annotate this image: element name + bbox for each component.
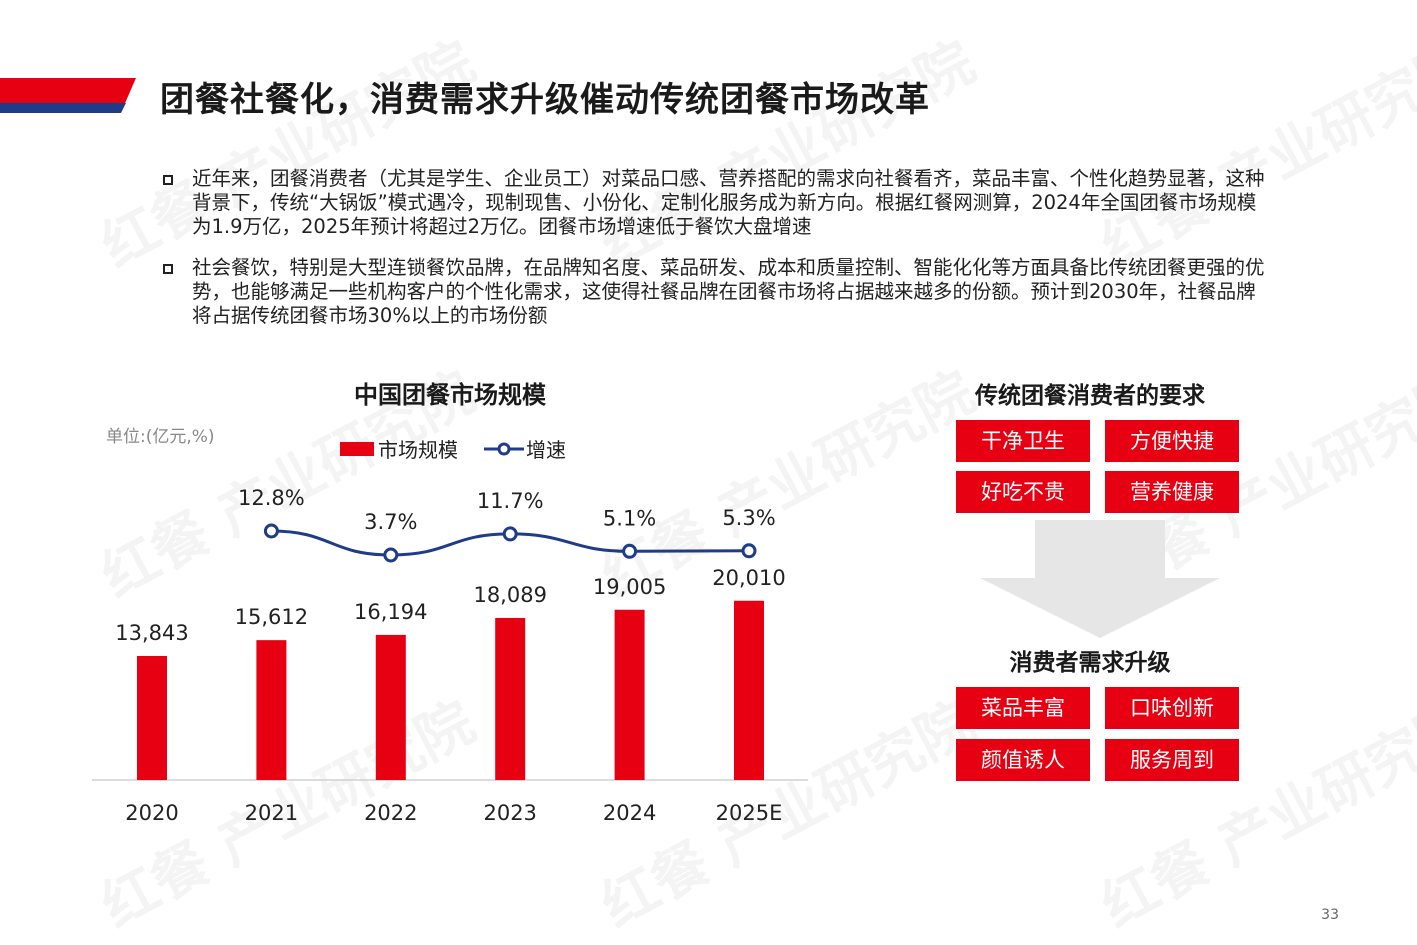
page-title: 团餐社餐化，消费需求升级催动传统团餐市场改革	[160, 80, 930, 120]
chart-bar	[375, 634, 406, 780]
upgrade-tag: 服务周到	[1105, 739, 1239, 781]
legend-label: 市场规模	[378, 438, 458, 462]
legend-line-swatch	[484, 442, 524, 455]
page-number: 33	[1321, 907, 1339, 923]
bar-value-label: 15,612	[235, 605, 308, 629]
x-tick-label: 2025E	[716, 801, 783, 825]
bar-value-label: 13,843	[115, 621, 188, 645]
bar-value-label: 16,194	[354, 600, 427, 624]
bullet-text: 近年来，团餐消费者（尤其是学生、企业员工）对菜品口感、营养搭配的需求向社餐看齐，…	[192, 167, 1265, 238]
legend-item-line: 增速	[484, 434, 566, 463]
bullet-item: 近年来，团餐消费者（尤其是学生、企业员工）对菜品口感、营养搭配的需求向社餐看齐，…	[160, 167, 1270, 239]
chart-bar	[734, 600, 764, 780]
x-tick-label: 2021	[245, 801, 298, 825]
requirement-tag: 营养健康	[1105, 471, 1239, 513]
x-tick-label: 2022	[364, 801, 417, 825]
x-tick-label: 2020	[125, 801, 178, 825]
bullet-item: 社会餐饮，特别是大型连锁餐饮品牌，在品牌知名度、菜品研发、成本和质量控制、智能化…	[160, 256, 1270, 328]
chart-bar	[495, 617, 526, 780]
chart-title: 中国团餐市场规模	[354, 381, 546, 409]
bullet-text: 社会餐饮，特别是大型连锁餐饮品牌，在品牌知名度、菜品研发、成本和质量控制、智能化…	[192, 256, 1265, 327]
bar-value-label: 19,005	[593, 575, 666, 599]
chart-bar	[256, 640, 287, 780]
requirement-tag: 好吃不贵	[956, 471, 1090, 513]
bar-value-label: 18,089	[473, 583, 546, 607]
growth-value-label: 5.3%	[722, 506, 775, 530]
x-tick-label: 2023	[483, 801, 536, 825]
requirement-tag: 干净卫生	[956, 420, 1090, 462]
chart-bar	[137, 656, 167, 780]
x-tick-label: 2024	[603, 801, 656, 825]
requirement-tag: 方便快捷	[1105, 420, 1239, 462]
requirements-title: 传统团餐消费者的要求	[975, 383, 1205, 409]
down-arrow-icon	[980, 520, 1220, 638]
growth-point	[383, 547, 399, 563]
growth-point	[622, 543, 638, 559]
header-red-stripe	[0, 78, 136, 103]
header-blue-stripe	[0, 103, 126, 113]
upgrade-tag: 菜品丰富	[956, 687, 1090, 729]
growth-value-label: 5.1%	[603, 506, 656, 530]
legend-label: 增速	[526, 438, 566, 462]
square-bullet-icon	[163, 264, 173, 274]
growth-value-label: 12.8%	[238, 486, 305, 510]
square-bullet-icon	[163, 175, 173, 185]
growth-value-label: 11.7%	[477, 489, 544, 513]
growth-value-label: 3.7%	[364, 510, 417, 534]
growth-point	[502, 526, 518, 542]
bar-value-label: 20,010	[712, 566, 785, 590]
upgrade-title: 消费者需求升级	[1009, 650, 1171, 676]
growth-point	[741, 543, 757, 559]
chart-bar	[614, 609, 645, 780]
growth-point	[263, 523, 279, 539]
upgrade-tag: 颜值诱人	[956, 739, 1090, 781]
chart-unit-label: 单位:(亿元,%)	[106, 427, 215, 447]
legend-bar-swatch	[340, 441, 374, 456]
upgrade-tag: 口味创新	[1105, 687, 1239, 729]
legend-item-bar: 市场规模	[340, 434, 458, 463]
